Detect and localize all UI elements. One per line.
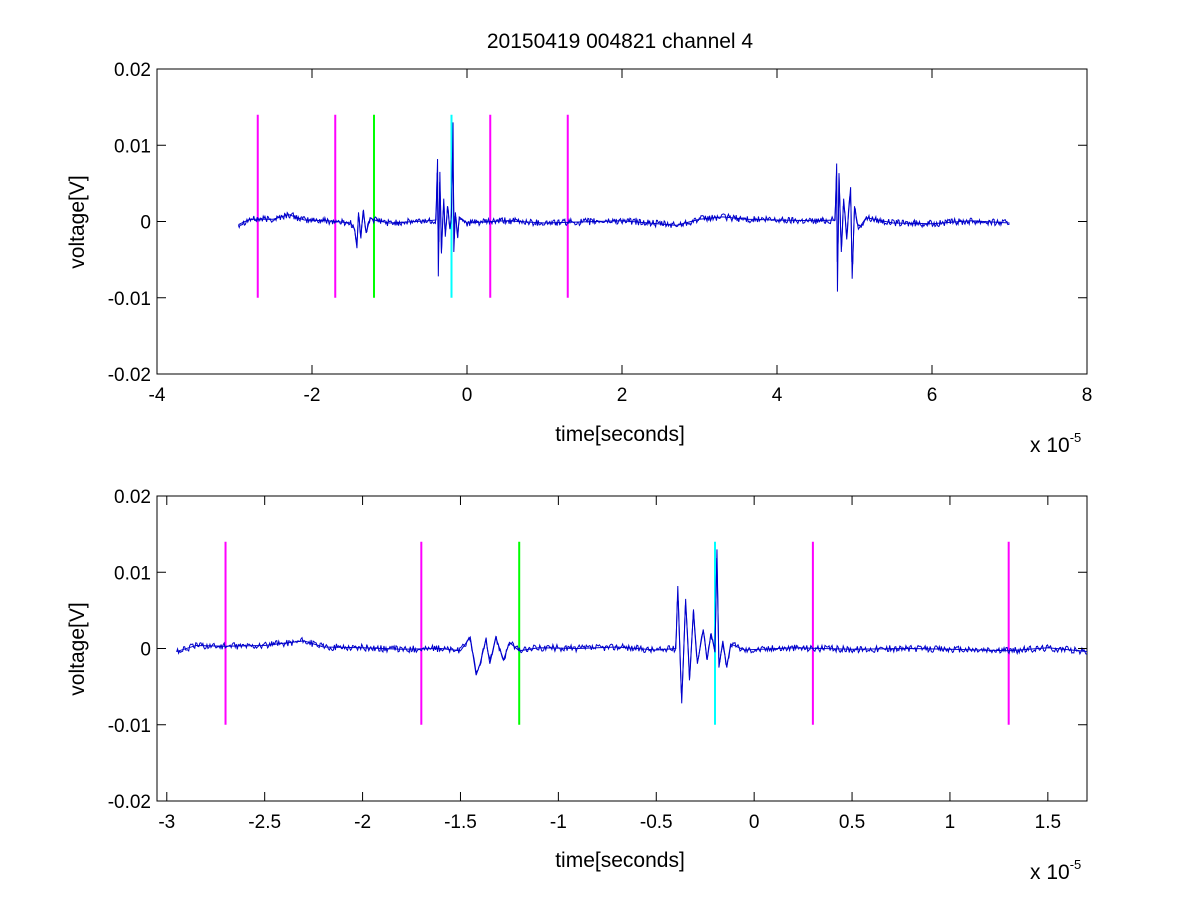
signal-peaks bbox=[238, 122, 1010, 292]
y-axis-label-bottom: voltage[V] bbox=[66, 602, 89, 695]
y-tick-label: -0.01 bbox=[108, 716, 151, 737]
x-ticks-top: -4 -2 0 2 4 6 8 bbox=[149, 69, 1093, 406]
marker-lines-bottom bbox=[224, 541, 1010, 725]
x-tick-label: 2 bbox=[617, 385, 628, 406]
x-tick-label: 1 bbox=[945, 812, 956, 833]
y-ticks-top: -0.02 -0.01 0 0.01 0.02 bbox=[108, 60, 1087, 386]
x-tick-label: -2 bbox=[304, 385, 321, 406]
x-tick-label: -4 bbox=[149, 385, 166, 406]
x-tick-label: -1.5 bbox=[444, 812, 477, 833]
y-tick-label: -0.02 bbox=[108, 365, 151, 386]
x-multiplier-exp-top: -5 bbox=[1070, 430, 1082, 445]
x-multiplier-top: x 10-5 bbox=[1030, 430, 1081, 457]
signal-trace bbox=[176, 557, 1088, 694]
x-tick-label: -2 bbox=[354, 812, 371, 833]
x-axis-label-bottom: time[seconds] bbox=[555, 849, 685, 872]
x-tick-label: -3 bbox=[158, 812, 175, 833]
y-tick-label: 0.02 bbox=[114, 487, 151, 508]
subplot-top: -4 -2 0 2 4 6 8 -0.02 -0.01 0 0.01 0.02 time[secon… bbox=[66, 60, 1092, 457]
marker-lines-top bbox=[256, 114, 569, 298]
y-tick-label: 0 bbox=[140, 640, 151, 661]
x-tick-label: 8 bbox=[1082, 385, 1093, 406]
y-tick-label: 0.01 bbox=[114, 136, 151, 157]
x-tick-label: -1 bbox=[550, 812, 567, 833]
x-multiplier-base-top: x 10 bbox=[1030, 434, 1070, 457]
y-tick-label: -0.01 bbox=[108, 289, 151, 310]
x-tick-label: 4 bbox=[772, 385, 783, 406]
x-tick-label: -2.5 bbox=[248, 812, 281, 833]
x-ticks-bottom: -3 -2.5 -2 -1.5 -1 -0.5 0 0.5 1 1.5 bbox=[158, 496, 1061, 833]
y-ticks-bottom: -0.02 -0.01 0 0.01 0.02 bbox=[108, 487, 1087, 813]
y-tick-label: 0.02 bbox=[114, 60, 151, 81]
x-tick-label: -0.5 bbox=[640, 812, 673, 833]
subplot-bottom: -3 -2.5 -2 -1.5 -1 -0.5 0 0.5 1 1.5 -0.02 -0.01 0 0.… bbox=[66, 487, 1088, 884]
x-tick-label: 1.5 bbox=[1035, 812, 1061, 833]
x-axis-label-top: time[seconds] bbox=[555, 423, 685, 446]
signal-trace bbox=[237, 152, 1010, 265]
y-tick-label: 0 bbox=[140, 213, 151, 234]
signal-bottom bbox=[176, 549, 1088, 704]
x-multiplier-bottom: x 10-5 bbox=[1030, 857, 1081, 884]
y-tick-label: -0.02 bbox=[108, 792, 151, 813]
chart-title: 20150419 004821 channel 4 bbox=[487, 30, 754, 53]
signal-top bbox=[237, 122, 1010, 292]
x-tick-label: 0 bbox=[749, 812, 760, 833]
x-multiplier-base-bottom: x 10 bbox=[1030, 861, 1070, 884]
x-tick-label: 6 bbox=[927, 385, 938, 406]
x-tick-label: 0.5 bbox=[839, 812, 865, 833]
signal-peaks bbox=[176, 549, 1088, 704]
y-tick-label: 0.01 bbox=[114, 563, 151, 584]
x-tick-label: 0 bbox=[462, 385, 473, 406]
y-axis-label-top: voltage[V] bbox=[66, 175, 89, 268]
x-multiplier-exp-bottom: -5 bbox=[1070, 857, 1082, 872]
